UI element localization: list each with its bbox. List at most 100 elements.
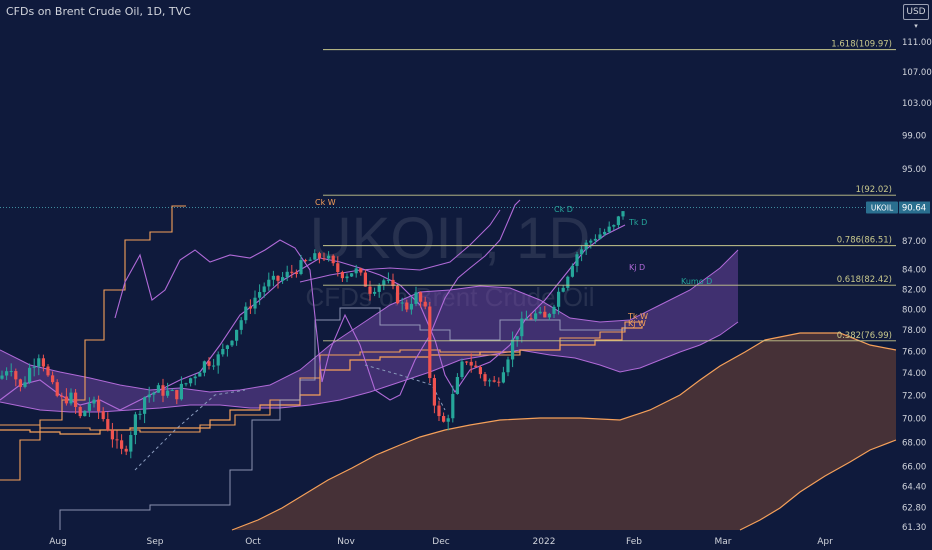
candle-body	[129, 434, 133, 452]
candle	[133, 411, 137, 445]
candle	[5, 367, 9, 381]
price-tick-label: 76.00	[902, 347, 926, 357]
candle-body	[78, 406, 82, 417]
candle-body	[547, 313, 551, 318]
candle-body	[106, 419, 110, 431]
candle-body	[354, 268, 358, 274]
price-axis: 111.00 107.00 103.00 99.00 95.00 87.00 84.00 82…	[866, 38, 932, 533]
candle	[363, 269, 367, 287]
candle-body	[524, 318, 528, 320]
candle-body	[9, 371, 13, 373]
candle-body	[327, 255, 331, 259]
price-tick-label: 99.00	[902, 131, 926, 141]
candle-body	[179, 383, 183, 400]
candle	[152, 391, 156, 402]
candle-body	[603, 231, 607, 235]
candle	[147, 386, 151, 403]
candle	[101, 407, 105, 422]
candle	[382, 278, 386, 291]
candle	[83, 410, 87, 417]
candle	[110, 422, 114, 448]
candle	[290, 264, 294, 279]
candle-body	[46, 366, 50, 376]
candle-body	[405, 302, 409, 310]
candle-body	[377, 285, 381, 292]
candle	[478, 365, 482, 379]
candle	[258, 284, 262, 305]
watermark-symbol: UKOIL, 1D	[310, 206, 590, 271]
candle	[331, 254, 335, 266]
candle-body	[359, 268, 363, 273]
candle-body	[156, 385, 160, 393]
candle-body	[285, 271, 289, 278]
price-tick-label: 107.00	[902, 68, 932, 78]
chart-title: CFDs on Brent Crude Oil, 1D, TVC	[6, 5, 191, 18]
candle-body	[143, 397, 147, 414]
daily-senkou-a-line	[0, 249, 739, 393]
candle	[373, 287, 377, 297]
candle	[253, 290, 257, 315]
candle	[414, 286, 418, 307]
candle	[336, 256, 340, 277]
candle-body	[271, 275, 275, 280]
candle-body	[110, 430, 114, 440]
candle-body	[368, 286, 372, 294]
candle-body	[55, 382, 59, 396]
candle	[511, 331, 515, 368]
candle	[198, 371, 202, 377]
candle	[184, 382, 188, 387]
price-tick-label: 66.00	[902, 463, 926, 473]
candle-body	[409, 303, 413, 310]
fib-label: 1.618(109.97)	[831, 40, 892, 50]
candle-body	[202, 361, 206, 373]
candle	[189, 377, 193, 387]
candle-body	[87, 403, 91, 411]
price-tick-label: 72.00	[902, 392, 926, 402]
candle-body	[616, 216, 620, 226]
candle-body	[290, 271, 294, 273]
candle	[460, 358, 464, 380]
candle-body	[198, 372, 202, 377]
candle-body	[455, 376, 459, 394]
candle-body	[161, 385, 165, 396]
candle	[446, 414, 450, 431]
candle-body	[299, 260, 303, 274]
candle	[244, 302, 248, 324]
candle-body	[451, 393, 455, 419]
price-tick-label: 103.00	[902, 99, 932, 109]
candle	[580, 245, 584, 262]
candle-body	[520, 318, 524, 337]
time-tick-label: Aug	[49, 537, 67, 547]
candle-body	[138, 413, 142, 415]
candle-body	[322, 258, 326, 260]
candle-body	[336, 263, 340, 272]
candle-body	[465, 361, 469, 363]
candle	[386, 272, 390, 284]
candle-body	[83, 410, 87, 417]
dashed-connector-b	[364, 364, 446, 411]
candle-body	[133, 414, 137, 435]
currency-selector[interactable]: USD ▾	[903, 4, 929, 30]
candle-body	[529, 318, 533, 320]
candle-body	[340, 271, 344, 279]
candle	[451, 385, 455, 423]
candle	[419, 291, 423, 308]
candle-body	[18, 379, 22, 387]
candle-body	[382, 280, 386, 286]
candle-body	[515, 336, 519, 340]
candle-body	[478, 367, 482, 375]
candle-body	[419, 292, 423, 302]
candle	[359, 267, 363, 276]
candle-body	[166, 390, 170, 396]
line-label: Tk D	[628, 218, 647, 227]
candle-body	[350, 273, 354, 277]
candle-body	[474, 365, 478, 368]
candle	[566, 275, 570, 291]
candle-body	[5, 371, 9, 376]
candle	[488, 378, 492, 387]
candle-body	[120, 440, 124, 449]
candle-body	[593, 238, 597, 241]
candle	[340, 270, 344, 282]
candle-body	[437, 405, 441, 417]
candle	[14, 368, 18, 387]
